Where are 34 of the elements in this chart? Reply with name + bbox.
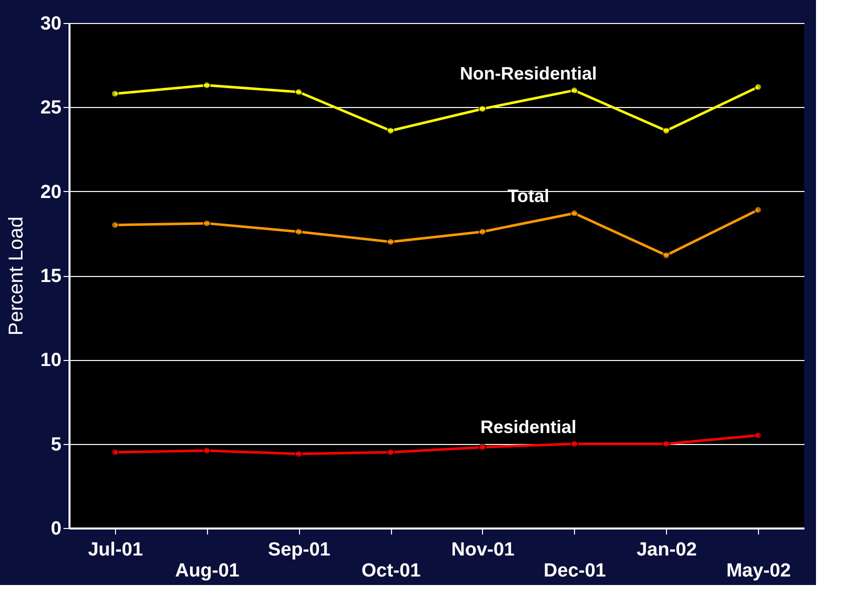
series-label: Non-Residential	[460, 63, 597, 84]
point	[294, 450, 303, 458]
y-tick-label: 5	[50, 434, 62, 456]
point	[111, 448, 119, 456]
point	[570, 209, 578, 218]
x-tick-label: Dec-01	[544, 560, 606, 582]
x-tick-label: Oct-01	[361, 560, 422, 582]
point	[111, 221, 119, 229]
x-tick-label: Nov-01	[451, 540, 516, 560]
y-tick-label: 25	[40, 98, 62, 119]
y-tick-label: 20	[40, 182, 62, 203]
x-tick-label: Sep-01	[268, 540, 331, 560]
x-tick-label: Jul-01	[88, 540, 144, 560]
y-tick-label: 10	[40, 350, 62, 372]
y-tick-label: 0	[50, 518, 62, 540]
point	[754, 432, 762, 440]
point	[478, 105, 486, 113]
x-tick-label: Aug-01	[175, 560, 240, 582]
y-tick-label: 15	[40, 266, 62, 287]
point	[294, 88, 303, 96]
point	[386, 448, 394, 456]
point	[754, 83, 762, 91]
point	[386, 126, 394, 135]
point	[202, 81, 211, 90]
point	[202, 446, 211, 454]
point	[754, 206, 762, 214]
point	[662, 126, 670, 135]
x-tick-label: May-02	[726, 560, 791, 582]
x-tick-label: Jan-02	[636, 540, 697, 560]
series-label: Residential	[480, 416, 576, 437]
point	[478, 228, 486, 236]
point	[294, 228, 303, 236]
y-tick-label: 30	[40, 14, 62, 34]
y-axis-title: Percent Load	[5, 216, 28, 336]
